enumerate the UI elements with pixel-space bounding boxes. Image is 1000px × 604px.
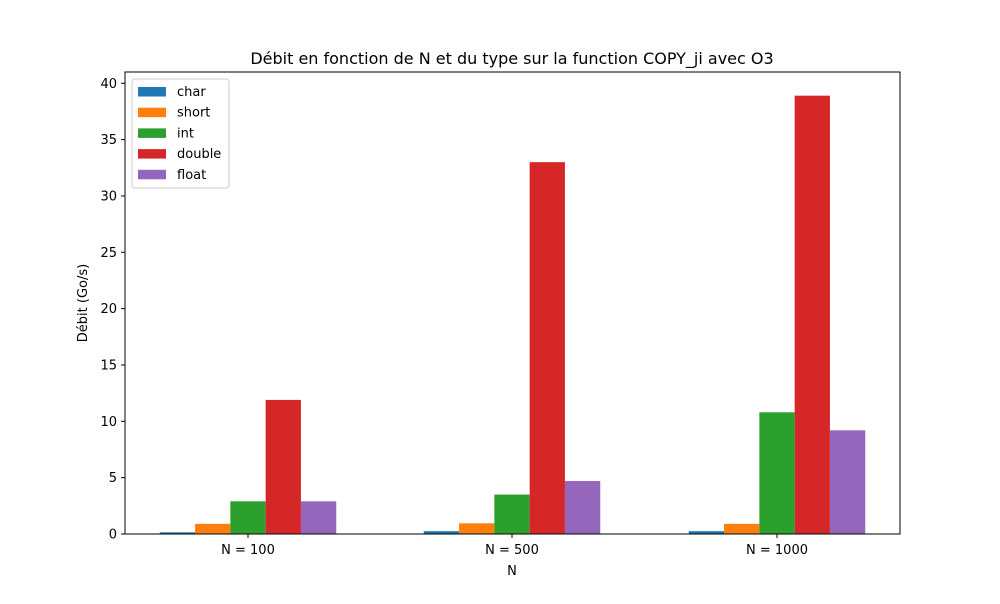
x-tick-label: N = 1000: [746, 543, 808, 558]
legend-swatch-double: [138, 149, 166, 159]
bar-short-2: [724, 523, 760, 534]
legend-label-char: char: [177, 85, 206, 100]
legend-swatch-float: [138, 169, 166, 180]
legend-box: [131, 78, 230, 189]
y-tick-label: 30: [100, 189, 117, 204]
y-tick-label: 40: [100, 77, 117, 92]
bar-double-2: [794, 95, 830, 534]
y-tick-label: 10: [100, 415, 117, 430]
chart-title: Débit en fonction de N et du type sur la…: [250, 49, 773, 69]
legend-swatch-int: [138, 128, 166, 138]
x-axis-label: N: [507, 564, 517, 579]
bars-layer: [159, 95, 866, 534]
legend-label-double: double: [177, 147, 221, 162]
y-tick-label: 25: [100, 246, 117, 261]
bar-short-0: [195, 523, 231, 534]
legend-swatch-short: [138, 107, 166, 118]
y-axis-label: Débit (Go/s): [76, 264, 91, 342]
x-tick-label: N = 500: [485, 543, 539, 558]
plot-frame: [124, 71, 901, 535]
y-tick-label: 5: [109, 471, 117, 486]
bar-float-0: [300, 501, 337, 534]
y-tick-label: 20: [100, 302, 117, 317]
bar-char-0: [159, 532, 196, 534]
bar-int-0: [230, 501, 266, 534]
legend: char short int double float: [131, 78, 230, 189]
bar-int-1: [494, 494, 530, 534]
legend-label-int: int: [177, 126, 194, 141]
bar-float-1: [564, 481, 601, 534]
x-axis: N = 100 N = 500 N = 1000: [221, 534, 808, 558]
legend-label-float: float: [177, 168, 206, 183]
legend-swatch-char: [138, 87, 166, 97]
bar-int-2: [759, 412, 795, 534]
x-tick-label: N = 100: [221, 543, 275, 558]
bar-double-1: [529, 162, 565, 534]
bar-char-1: [423, 531, 460, 534]
legend-label-short: short: [177, 106, 210, 121]
bar-short-1: [459, 523, 495, 534]
y-tick-label: 15: [100, 358, 117, 373]
y-tick-label: 0: [109, 528, 117, 543]
bar-double-0: [265, 399, 301, 534]
y-tick-label: 35: [100, 133, 117, 148]
bar-char-2: [688, 531, 725, 534]
y-axis: 0 5 10 15 20 25 30 35 40: [100, 77, 125, 543]
bar-float-2: [829, 430, 866, 534]
